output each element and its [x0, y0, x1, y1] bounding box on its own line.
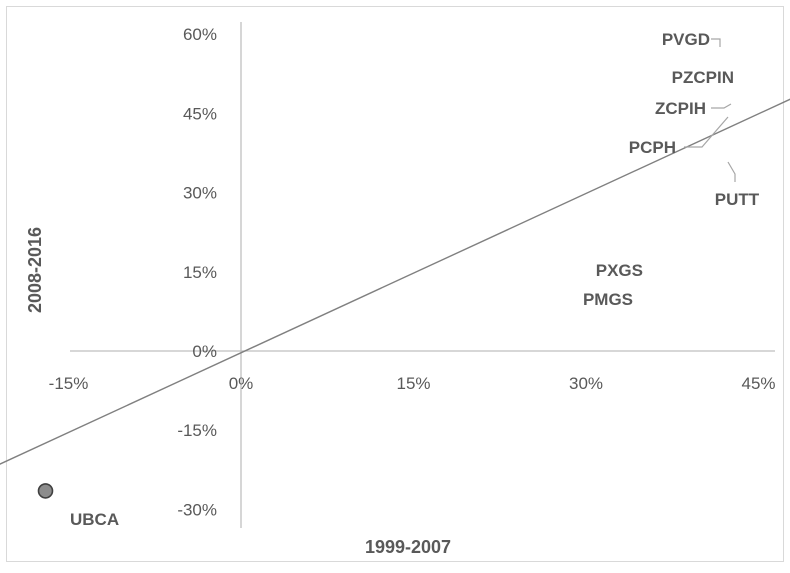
leader-line-pcph [684, 116, 729, 148]
point-label-pmgs: PMGS [583, 290, 633, 309]
point-label-pvgd: PVGD [662, 30, 710, 49]
y-tick-label: 45% [183, 104, 217, 123]
leader-line-pvgd [711, 38, 721, 47]
y-tick-label: 60% [183, 25, 217, 44]
chart-border [6, 6, 784, 562]
x-tick-label: 15% [396, 374, 430, 393]
y-tick-label: -30% [177, 500, 217, 519]
x-tick-label: -15% [49, 374, 89, 393]
x-tick-label: 45% [741, 374, 775, 393]
y-axis-title: 2008-2016 [25, 227, 45, 313]
point-label-zcpih: ZCPIH [655, 99, 706, 118]
x-axis-title: 1999-2007 [365, 537, 451, 557]
x-tick-label: 0% [229, 374, 254, 393]
y-tick-label: -15% [177, 421, 217, 440]
x-tick-label: 30% [569, 374, 603, 393]
y-tick-label: 0% [192, 342, 217, 361]
data-point-ubca [37, 483, 54, 499]
y-tick-label: 30% [183, 184, 217, 203]
leader-line-zcpih [711, 103, 732, 109]
y-tick-label: 15% [183, 263, 217, 282]
leader-line-putt [727, 161, 736, 182]
point-label-pxgs: PXGS [596, 261, 643, 280]
point-label-ubca: UBCA [70, 510, 119, 529]
point-label-pcph: PCPH [629, 138, 676, 157]
diagonal-reference-line [0, 98, 790, 465]
point-label-putt: PUTT [715, 190, 760, 209]
point-label-pzcpin: PZCPIN [672, 68, 734, 87]
